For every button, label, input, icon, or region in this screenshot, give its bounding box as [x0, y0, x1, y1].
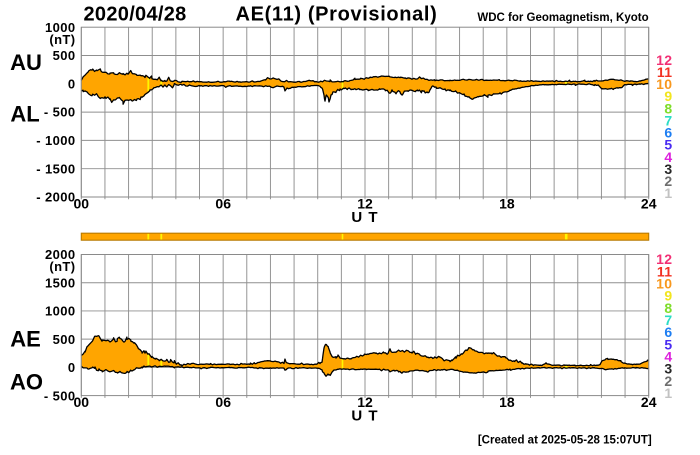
- svg-text:1500: 1500: [45, 275, 76, 290]
- svg-text:11: 11: [657, 263, 673, 279]
- svg-text:U T: U T: [351, 209, 378, 226]
- svg-text:- 1000: - 1000: [36, 133, 75, 148]
- svg-text:(nT): (nT): [49, 32, 75, 47]
- svg-text:06: 06: [215, 195, 231, 211]
- svg-text:500: 500: [53, 48, 76, 63]
- svg-text:WDC for Geomagnetism, Kyoto: WDC for Geomagnetism, Kyoto: [477, 12, 648, 24]
- svg-text:0: 0: [68, 76, 76, 91]
- svg-text:(nT): (nT): [49, 259, 75, 274]
- svg-text:2000: 2000: [45, 247, 76, 262]
- svg-text:AE: AE: [10, 327, 41, 352]
- svg-text:18: 18: [499, 394, 515, 410]
- svg-text:9: 9: [664, 88, 672, 104]
- svg-text:U T: U T: [351, 408, 378, 425]
- svg-text:4: 4: [664, 349, 672, 365]
- svg-text:500: 500: [53, 332, 76, 347]
- svg-text:4: 4: [664, 149, 672, 165]
- svg-text:10: 10: [656, 276, 672, 292]
- svg-text:6: 6: [664, 324, 672, 340]
- svg-text:00: 00: [74, 195, 90, 211]
- svg-text:00: 00: [74, 394, 90, 410]
- svg-text:11: 11: [657, 64, 673, 80]
- svg-text:[Created at 2025-05-28 15:07UT: [Created at 2025-05-28 15:07UT]: [478, 435, 652, 447]
- svg-text:1: 1: [664, 185, 672, 201]
- svg-text:7: 7: [664, 112, 672, 128]
- svg-text:5: 5: [664, 137, 672, 153]
- svg-text:AE(11) (Provisional): AE(11) (Provisional): [236, 4, 438, 26]
- svg-text:1000: 1000: [45, 304, 76, 319]
- svg-text:3: 3: [664, 361, 672, 377]
- svg-text:2: 2: [664, 173, 672, 189]
- svg-text:8: 8: [664, 300, 672, 316]
- svg-text:- 2000: - 2000: [36, 189, 75, 204]
- svg-text:8: 8: [664, 100, 672, 116]
- svg-text:9: 9: [664, 288, 672, 304]
- svg-text:10: 10: [656, 76, 672, 92]
- svg-text:6: 6: [664, 125, 672, 141]
- svg-text:06: 06: [215, 394, 231, 410]
- svg-text:12: 12: [357, 394, 373, 410]
- svg-text:12: 12: [357, 195, 373, 211]
- svg-text:5: 5: [664, 336, 672, 352]
- svg-text:- 500: - 500: [44, 105, 76, 120]
- svg-text:AU: AU: [10, 50, 42, 75]
- svg-text:- 1500: - 1500: [36, 161, 75, 176]
- svg-text:2: 2: [664, 373, 672, 389]
- svg-text:3: 3: [664, 161, 672, 177]
- svg-text:- 500: - 500: [44, 388, 76, 403]
- svg-text:AL: AL: [10, 102, 39, 127]
- svg-text:1000: 1000: [45, 20, 76, 35]
- svg-text:18: 18: [499, 195, 515, 211]
- svg-text:1: 1: [664, 385, 672, 401]
- svg-text:24: 24: [641, 394, 657, 410]
- svg-text:7: 7: [664, 312, 672, 328]
- svg-text:24: 24: [641, 195, 657, 211]
- svg-text:2020/04/28: 2020/04/28: [84, 4, 187, 26]
- svg-text:0: 0: [68, 360, 76, 375]
- svg-text:AO: AO: [10, 370, 43, 395]
- svg-text:12: 12: [656, 52, 672, 68]
- svg-text:12: 12: [656, 251, 672, 267]
